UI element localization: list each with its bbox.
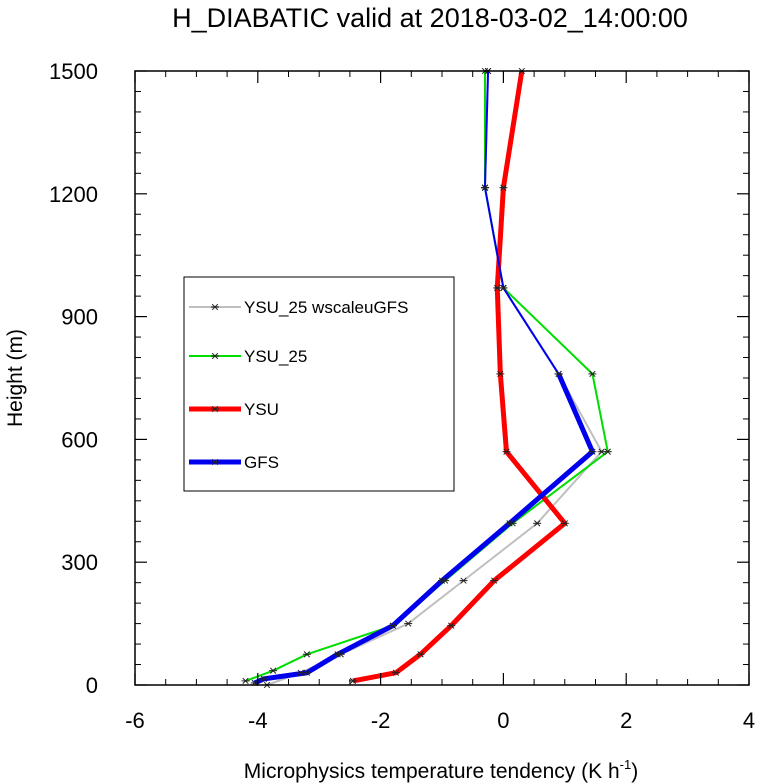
data-point-gfs (554, 370, 563, 378)
y-tick-label: 300 (61, 550, 98, 575)
tick-layer (134, 70, 750, 686)
data-point-ysu-25 (603, 448, 612, 455)
legend-item-gfs: GFS (189, 453, 279, 472)
legend-label: YSU (244, 400, 279, 419)
y-tick-label: 1200 (49, 182, 98, 207)
x-tick-label: -2 (371, 708, 391, 733)
tick-label-layer: -6 -4 -2 0 2 4 0 300 600 900 1200 1500 (49, 59, 755, 733)
x-axis-label-end: ) (631, 760, 638, 783)
y-tick-label: 1500 (49, 59, 98, 84)
legend-item-ysu-25: YSU_25 (189, 347, 307, 366)
data-point-ysu-25-wscaleugfs (533, 520, 542, 527)
data-point-ysu (490, 577, 499, 584)
data-point-ysu (416, 651, 425, 658)
x-tick-label: 0 (497, 708, 509, 733)
data-point-ysu-25-wscaleugfs (404, 620, 413, 627)
data-point-gfs (480, 184, 489, 191)
data-point-ysu (499, 184, 508, 191)
data-point-ysu (560, 520, 569, 527)
y-axis-label: Height (m) (4, 329, 27, 427)
legend-item-ysu-25-wscaleugfs: YSU_25 wscaleuGFS (189, 298, 408, 317)
legend-label: YSU_25 wscaleuGFS (244, 298, 408, 317)
data-point-gfs (588, 448, 597, 455)
x-axis-label-main: Microphysics temperature tendency (K h (244, 760, 620, 783)
chart-title: H_DIABATIC valid at 2018-03-02_14:00:00 (172, 3, 688, 33)
data-point-ysu-25 (241, 677, 250, 685)
data-point-ysu (502, 448, 511, 455)
series-line-gfs-upper (483, 70, 560, 375)
data-point-gfs (438, 577, 446, 584)
y-tick-label: 900 (61, 305, 98, 330)
data-point-gfs (259, 675, 268, 683)
data-point-gfs (333, 651, 342, 658)
legend-item-ysu: YSU (189, 400, 279, 419)
data-point-gfs (505, 520, 514, 527)
data-point-gfs (388, 622, 397, 629)
y-tick-label: 0 (86, 673, 98, 698)
legend: YSU_25 wscaleuGFS YSU_25 YSU GFS (183, 276, 455, 492)
x-tick-label: 4 (743, 708, 755, 733)
x-tick-label: -4 (248, 708, 268, 733)
data-point-ysu-25 (302, 651, 311, 658)
data-point-ysu (447, 622, 456, 629)
legend-marker (211, 458, 219, 466)
legend-marker (211, 303, 219, 311)
data-point-ysu (496, 370, 505, 378)
data-point-ysu-25-wscaleugfs (459, 577, 468, 584)
data-point-ysu-25 (588, 370, 597, 378)
y-tick-label: 600 (61, 427, 98, 452)
legend-items: YSU_25 wscaleuGFS YSU_25 YSU GFS (189, 298, 408, 472)
legend-label: YSU_25 (244, 347, 307, 366)
data-point-gfs (302, 669, 311, 676)
legend-marker (211, 405, 219, 413)
legend-label: GFS (244, 453, 279, 472)
data-point-gfs (499, 284, 508, 292)
x-axis-label-superscript: -1 (620, 757, 632, 772)
x-tick-label: -6 (125, 708, 145, 733)
x-axis-label: Microphysics temperature tendency (K h-1… (244, 757, 638, 783)
data-point-ysu (391, 669, 400, 676)
x-tick-label: 2 (620, 708, 632, 733)
legend-box (183, 276, 455, 492)
data-point-ysu-25 (269, 667, 278, 674)
legend-marker (211, 352, 219, 360)
